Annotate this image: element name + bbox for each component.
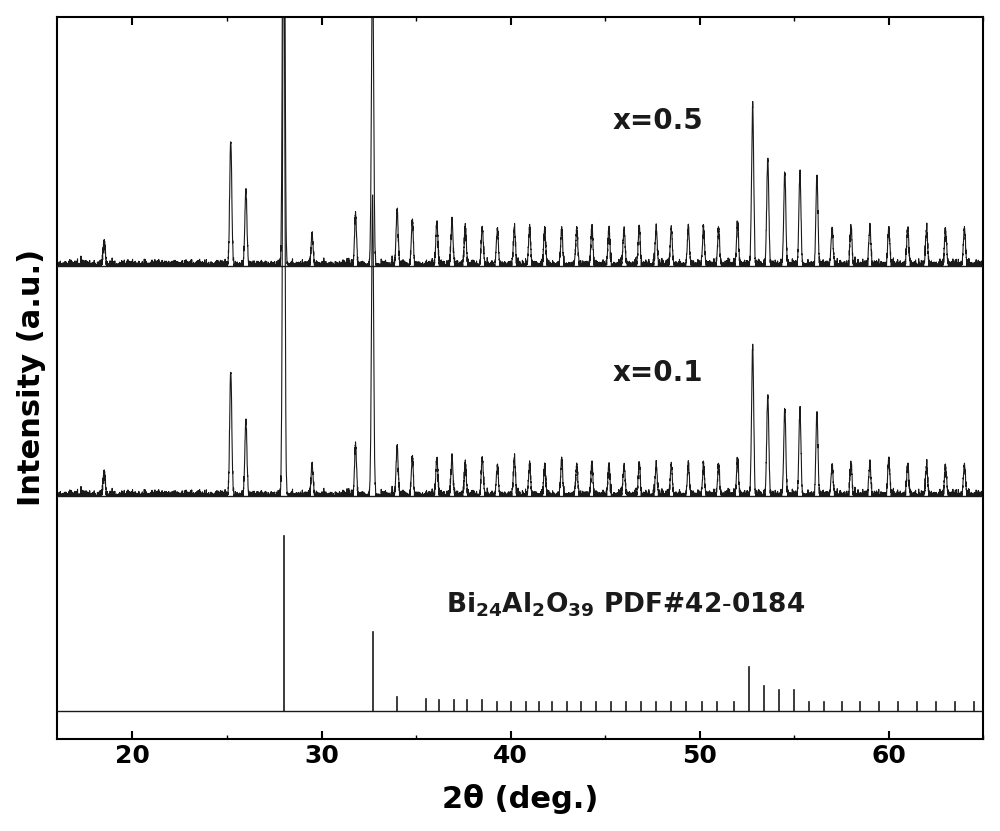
Text: x=0.5: x=0.5 bbox=[613, 106, 703, 135]
Text: $\mathbf{Bi_{24}Al_2O_{39}}$ $\mathbf{PDF\#42\text{-}0184}$: $\mathbf{Bi_{24}Al_2O_{39}}$ $\mathbf{PD… bbox=[446, 591, 805, 619]
X-axis label: 2θ (deg.): 2θ (deg.) bbox=[442, 784, 598, 814]
Text: x=0.1: x=0.1 bbox=[613, 359, 703, 387]
Y-axis label: Intensity (a.u.): Intensity (a.u.) bbox=[17, 249, 46, 506]
